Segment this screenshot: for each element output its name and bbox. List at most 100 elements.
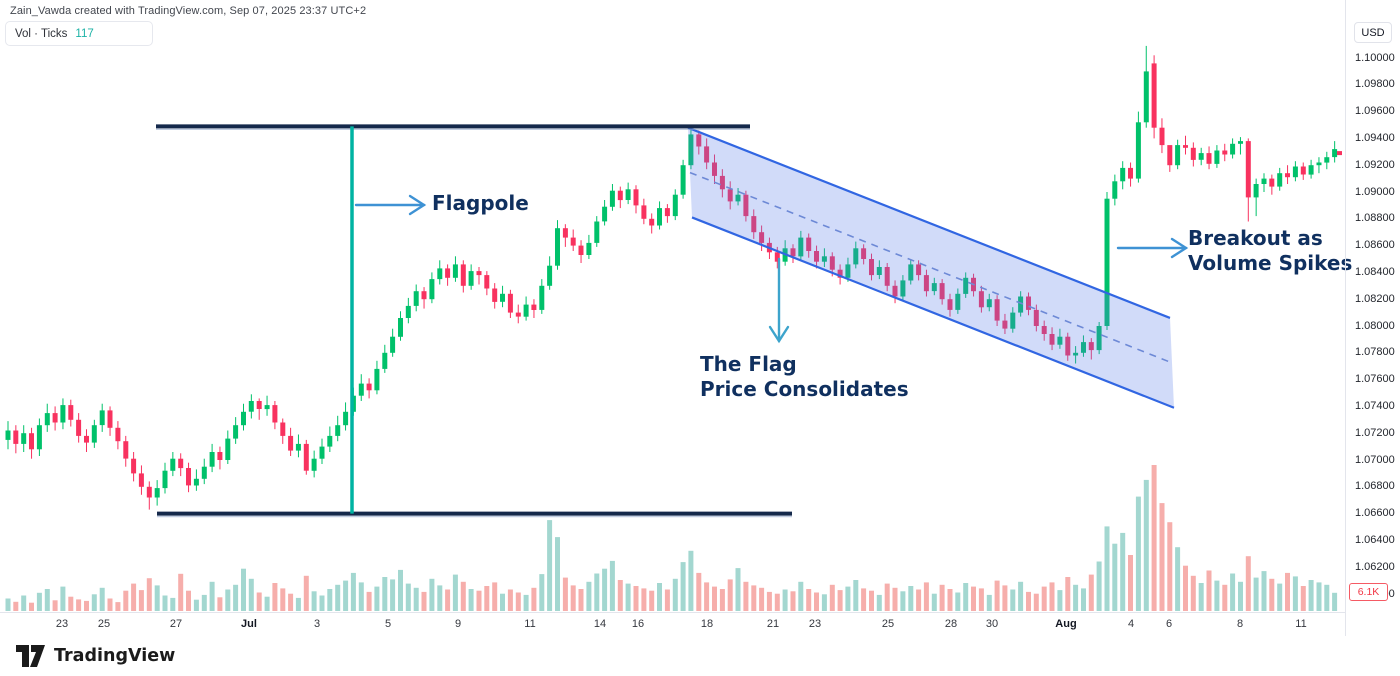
legend-label: Vol · Ticks xyxy=(15,27,68,40)
time-axis-label: 14 xyxy=(593,618,607,630)
volume-bar xyxy=(727,579,733,611)
candle xyxy=(790,244,796,263)
flag-arrow[interactable] xyxy=(768,257,790,344)
candle xyxy=(209,443,215,473)
pattern-lines[interactable] xyxy=(156,124,792,518)
price-axis[interactable]: USD 1.10000 1.09800 1.09600 1.09400 1.09200 1… xyxy=(1345,0,1400,636)
price-axis-label: 1.08000 xyxy=(1355,319,1395,332)
time-axis-label: 3 xyxy=(313,618,321,630)
candle xyxy=(1245,138,1251,222)
candle xyxy=(1041,320,1047,341)
volume-bar xyxy=(759,587,765,611)
candle xyxy=(923,269,929,297)
candle xyxy=(452,256,458,282)
volume-bar xyxy=(594,573,600,611)
candle xyxy=(939,279,945,305)
volume-bar xyxy=(562,577,568,611)
price-axis-label: 1.09400 xyxy=(1355,131,1395,144)
flag-channel[interactable] xyxy=(687,126,1175,409)
candle xyxy=(1230,138,1236,159)
candle xyxy=(696,130,702,155)
volume-bar xyxy=(814,592,819,611)
volume-bar xyxy=(892,587,898,611)
candle xyxy=(743,190,749,222)
candle xyxy=(1292,161,1298,182)
price-axis-label: 1.09600 xyxy=(1355,105,1395,118)
volume-bar xyxy=(1151,465,1157,611)
volume-bar xyxy=(311,591,317,611)
volume-bar xyxy=(1112,543,1118,611)
candle xyxy=(1057,328,1063,349)
candle xyxy=(429,272,435,304)
time-axis-label: 8 xyxy=(1236,618,1244,630)
volume-bar xyxy=(931,593,937,611)
volume-bar xyxy=(398,569,403,611)
volume-bar xyxy=(617,580,623,611)
time-axis-label: 30 xyxy=(985,618,999,630)
candle xyxy=(1010,307,1016,333)
tradingview-watermark[interactable]: TradingView xyxy=(16,645,175,667)
candle xyxy=(900,275,906,301)
candle xyxy=(664,204,670,223)
tradingview-logo-icon xyxy=(16,645,45,667)
candle xyxy=(845,257,851,282)
volume-bar xyxy=(84,600,89,611)
candle xyxy=(468,264,474,290)
volume-bar xyxy=(374,586,380,611)
candle xyxy=(523,296,529,321)
candle xyxy=(68,399,74,427)
flagpole-arrow[interactable] xyxy=(354,194,427,216)
legend-value: 117 xyxy=(75,27,94,40)
candle xyxy=(1190,142,1196,167)
breakout-arrow[interactable] xyxy=(1116,237,1189,259)
price-axis-label: 1.09000 xyxy=(1355,185,1395,198)
candle xyxy=(625,182,631,205)
volume-bar xyxy=(633,586,639,611)
flagpole-annotation-label[interactable]: Flagpole xyxy=(432,191,529,215)
candle xyxy=(688,129,694,170)
volume-bar xyxy=(1245,556,1251,611)
volume-bar xyxy=(1261,571,1267,611)
candle xyxy=(594,216,600,247)
candle xyxy=(445,264,451,286)
volume-bar xyxy=(994,580,1000,611)
candle xyxy=(861,244,867,265)
volume-bar xyxy=(1183,565,1188,611)
candle xyxy=(295,434,301,458)
volume-bar xyxy=(1253,577,1259,611)
time-axis-label: 21 xyxy=(766,618,780,630)
volume-bar xyxy=(335,584,341,611)
volume-bar xyxy=(76,599,82,611)
candle xyxy=(319,438,325,464)
volume-bar xyxy=(1096,561,1102,611)
candle xyxy=(869,253,874,281)
volume-bar xyxy=(507,589,513,611)
candle xyxy=(248,394,254,419)
chart-pane[interactable] xyxy=(0,0,1345,640)
time-axis[interactable]: 23 25 27 Jul 3 5 9 11 14 16 18 21 23 25 28 30 Aug 4 6 8 11 xyxy=(0,612,1345,637)
volume-bar xyxy=(570,585,576,611)
breakout-annotation-label[interactable]: Breakout as Volume Spikes xyxy=(1188,226,1353,275)
volume-bar xyxy=(806,589,812,611)
volume-bar xyxy=(853,580,859,611)
volume-bar xyxy=(248,578,254,611)
volume-bar xyxy=(241,568,246,611)
volume-bar xyxy=(421,591,427,611)
volume-indicator-legend[interactable]: Vol · Ticks 117 xyxy=(5,21,153,46)
volume-bar xyxy=(798,581,804,611)
volume-bar xyxy=(515,592,521,611)
candle xyxy=(217,446,223,470)
candle xyxy=(272,401,278,430)
candle xyxy=(162,462,168,494)
volume-bar xyxy=(1214,580,1220,611)
time-axis-label: 4 xyxy=(1127,618,1135,630)
volume-bar xyxy=(1277,583,1283,611)
candle xyxy=(1167,145,1173,172)
currency-button[interactable]: USD xyxy=(1354,22,1392,43)
volume-bar xyxy=(774,593,780,611)
flag-annotation-label[interactable]: The Flag Price Consolidates xyxy=(700,352,909,401)
volume-bar xyxy=(900,591,906,611)
volume-bar xyxy=(602,568,608,611)
volume-bar xyxy=(343,580,349,611)
volume-bar xyxy=(586,581,592,611)
